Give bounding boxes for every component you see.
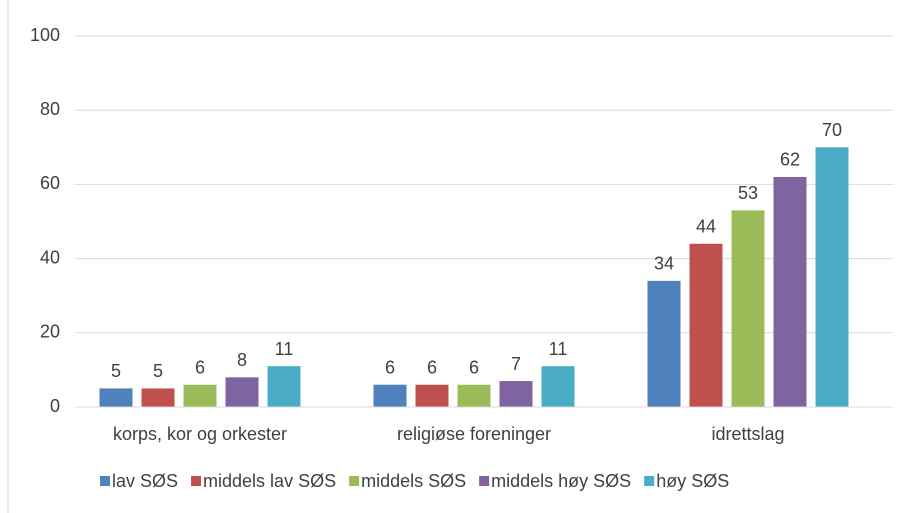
bar xyxy=(815,147,849,408)
legend-label: middels høy SØS xyxy=(491,471,631,491)
data-label: 70 xyxy=(822,120,842,140)
legend-label: høy SØS xyxy=(656,471,729,491)
bar xyxy=(541,366,575,407)
bar xyxy=(499,381,533,407)
data-label: 8 xyxy=(237,350,247,370)
y-tick-label: 20 xyxy=(40,322,60,342)
bar xyxy=(183,384,217,407)
legend-swatch xyxy=(479,476,490,486)
bar xyxy=(647,280,681,407)
data-label: 6 xyxy=(427,357,437,377)
legend-label: lav SØS xyxy=(112,471,178,491)
bar xyxy=(267,366,301,407)
bar xyxy=(689,243,723,407)
bar xyxy=(141,388,175,407)
data-label: 44 xyxy=(696,217,716,237)
x-tick-label: idrettslag xyxy=(711,424,784,444)
data-label: 6 xyxy=(195,357,205,377)
data-label: 5 xyxy=(153,361,163,381)
y-tick-label: 100 xyxy=(30,25,60,45)
legend-label: middels lav SØS xyxy=(203,471,336,491)
legend-swatch xyxy=(644,476,655,486)
data-label: 34 xyxy=(654,254,674,274)
data-label: 6 xyxy=(469,357,479,377)
legend-swatch xyxy=(191,476,202,486)
y-tick-label: 40 xyxy=(40,247,60,267)
data-label: 5 xyxy=(111,361,121,381)
data-label: 11 xyxy=(549,339,568,359)
bar xyxy=(731,210,765,407)
bar xyxy=(99,388,133,407)
bar xyxy=(225,377,259,407)
data-label: 53 xyxy=(738,183,758,203)
y-tick-label: 60 xyxy=(40,173,60,193)
y-tick-label: 80 xyxy=(40,99,60,119)
data-label: 7 xyxy=(511,354,521,374)
data-label: 6 xyxy=(385,357,395,377)
bar xyxy=(457,384,491,407)
legend-swatch xyxy=(100,476,110,486)
data-label: 11 xyxy=(275,339,294,359)
x-tick-label: religiøse foreninger xyxy=(397,424,551,444)
bar xyxy=(373,384,407,407)
bar xyxy=(415,384,449,407)
legend-label: middels SØS xyxy=(361,471,466,491)
data-label: 62 xyxy=(780,150,800,170)
x-tick-label: korps, kor og orkester xyxy=(113,424,287,444)
y-tick-label: 0 xyxy=(50,396,60,416)
legend-swatch xyxy=(349,476,360,486)
bar xyxy=(773,176,807,407)
